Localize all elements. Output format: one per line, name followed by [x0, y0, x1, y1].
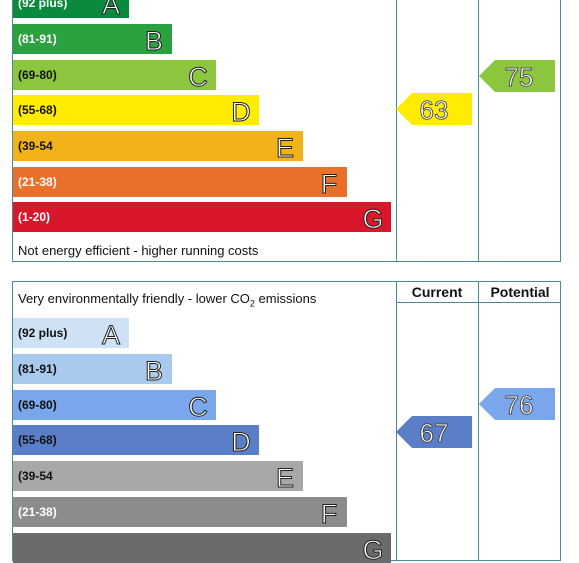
- environment-band-letter-graphic: B: [144, 356, 163, 384]
- energy-band-d: (55-68) D: [13, 95, 259, 125]
- environment-divider-current: [396, 281, 397, 561]
- energy-band-letter-graphic: B: [144, 26, 163, 54]
- energy-band-letter-graphic: D: [231, 97, 252, 125]
- environment-band-range: (55-68): [18, 433, 57, 447]
- column-header-potential: Potential: [490, 284, 550, 300]
- environment-band-letter-graphic: G: [362, 535, 384, 563]
- energy-band-letter-graphic: C: [188, 62, 209, 90]
- energy-footer-caption: Not energy efficient - higher running co…: [18, 243, 259, 258]
- energy-band-range: (39-54: [18, 139, 53, 153]
- energy-band-f: (21-38) F: [13, 167, 347, 197]
- energy-band-letter-graphic: G: [362, 204, 384, 232]
- energy-band-letter: F: [321, 169, 338, 196]
- energy-current-arrow-shape: [396, 93, 472, 125]
- caption-suffix: emissions: [254, 291, 317, 306]
- environment-current-value: 67: [420, 418, 449, 448]
- energy-band-letter-graphic: F: [320, 169, 338, 197]
- environment-band-letter: C: [188, 392, 208, 419]
- environment-band-range: (81-91): [18, 362, 57, 376]
- environment-band-letter: D: [231, 427, 251, 454]
- environment-band-c: (69-80) C: [13, 390, 216, 420]
- caption-text: Very environmentally friendly - lower CO: [18, 291, 250, 306]
- environment-potential-arrow-shape: [479, 388, 555, 420]
- energy-band-letter: G: [362, 204, 383, 231]
- energy-band-range: (21-38): [18, 175, 57, 189]
- environment-band-letter-graphic: F: [320, 499, 338, 527]
- energy-divider-potential: [478, 0, 479, 262]
- environment-band-a: (92 plus) A: [13, 318, 129, 348]
- energy-band-a: (92 plus) A: [13, 0, 129, 18]
- energy-band-g: (1-20) G: [13, 202, 391, 232]
- energy-band-c: (69-80) C: [13, 60, 216, 90]
- energy-band-letter-graphic: E: [275, 133, 294, 161]
- caption-subscript: 2: [249, 298, 255, 309]
- environment-band-letter-graphic: C: [188, 392, 209, 420]
- environment-band-letter: A: [102, 320, 120, 347]
- environment-band-b: (81-91) B: [13, 354, 172, 384]
- environment-band-range: (39-54: [18, 469, 53, 483]
- energy-current-value: 63: [420, 95, 449, 125]
- environment-band-letter-graphic: A: [101, 320, 120, 348]
- environment-band-d: (55-68) D: [13, 425, 259, 455]
- energy-band-letter: B: [145, 26, 163, 53]
- energy-potential-arrow-shape: [479, 60, 555, 92]
- environment-current-arrow-shape: [396, 416, 472, 448]
- environment-band-range: (69-80): [18, 398, 57, 412]
- environment-top-caption: Very environmentally friendly - lower CO…: [18, 291, 316, 309]
- energy-band-range: (92 plus): [18, 0, 68, 10]
- energy-band-letter: D: [231, 97, 251, 124]
- environment-band-letter-graphic: E: [275, 463, 294, 491]
- environment-potential-value: 76: [505, 390, 534, 420]
- environment-header-rule: [396, 302, 561, 303]
- energy-band-b: (81-91) B: [13, 24, 172, 54]
- energy-divider-current: [396, 0, 397, 262]
- environment-band-letter: B: [145, 356, 163, 383]
- energy-band-range: (69-80): [18, 68, 57, 82]
- energy-potential-arrow: 75: [479, 60, 555, 92]
- environment-band-range: (21-38): [18, 505, 57, 519]
- environment-band-letter: G: [362, 535, 383, 562]
- energy-potential-value: 75: [505, 62, 534, 92]
- energy-band-range: (1-20): [18, 210, 51, 224]
- energy-band-e: (39-54 E: [13, 131, 303, 161]
- energy-band-letter: C: [188, 62, 208, 89]
- column-header-current: Current: [411, 284, 463, 300]
- environment-band-e: (39-54 E: [13, 461, 303, 491]
- energy-band-range: (81-91): [18, 32, 57, 46]
- energy-band-letter-graphic: A: [101, 0, 120, 17]
- environment-band-letter: E: [276, 463, 294, 490]
- energy-band-letter: E: [276, 133, 294, 160]
- energy-current-arrow: 63: [396, 93, 472, 125]
- environment-potential-arrow: 76: [479, 388, 555, 420]
- energy-chart-frame: [12, 0, 561, 262]
- environment-divider-potential: [478, 281, 479, 561]
- energy-band-letter: A: [102, 0, 120, 17]
- energy-band-range: (55-68): [18, 103, 57, 117]
- environment-band-range: (92 plus): [18, 326, 68, 340]
- environment-band-f: (21-38) F: [13, 497, 347, 527]
- environment-band-letter-graphic: D: [231, 427, 252, 455]
- environment-band-g: G: [13, 533, 391, 563]
- environment-band-letter: F: [321, 499, 338, 526]
- environment-current-arrow: 67: [396, 416, 472, 448]
